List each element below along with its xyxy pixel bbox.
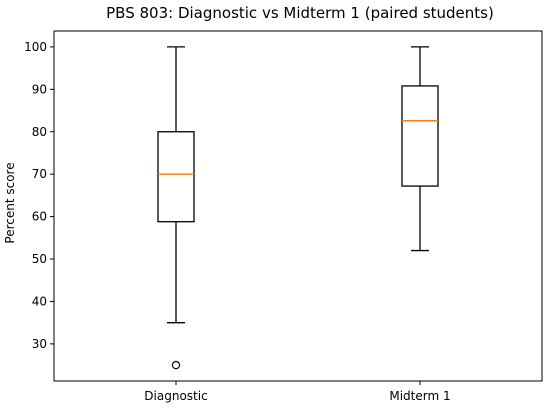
y-tick-label: 40 bbox=[32, 294, 47, 308]
y-tick-label: 80 bbox=[32, 125, 47, 139]
x-tick-label: Midterm 1 bbox=[389, 389, 450, 403]
y-tick-label: 70 bbox=[32, 167, 47, 181]
y-tick-label: 100 bbox=[24, 40, 47, 54]
box-diagnostic bbox=[157, 46, 195, 370]
y-tick-label: 90 bbox=[32, 82, 47, 96]
box-series bbox=[157, 46, 439, 370]
x-axis: Diagnostic Midterm 1 bbox=[144, 381, 451, 403]
plot-area-frame bbox=[53, 30, 543, 382]
chart-title: PBS 803: Diagnostic vs Midterm 1 (paired… bbox=[106, 4, 494, 22]
y-axis-label: Percent score bbox=[3, 162, 17, 243]
iqr-box bbox=[157, 131, 195, 223]
y-tick-label: 60 bbox=[32, 210, 47, 224]
y-tick-label: 50 bbox=[32, 252, 47, 266]
y-axis: 30 40 50 60 70 80 90 100 bbox=[24, 40, 54, 351]
x-tick-label: Diagnostic bbox=[144, 389, 207, 403]
y-tick-label: 30 bbox=[32, 337, 47, 351]
iqr-box bbox=[401, 85, 439, 187]
box-midterm-1 bbox=[401, 46, 439, 252]
outlier-point bbox=[171, 360, 181, 370]
